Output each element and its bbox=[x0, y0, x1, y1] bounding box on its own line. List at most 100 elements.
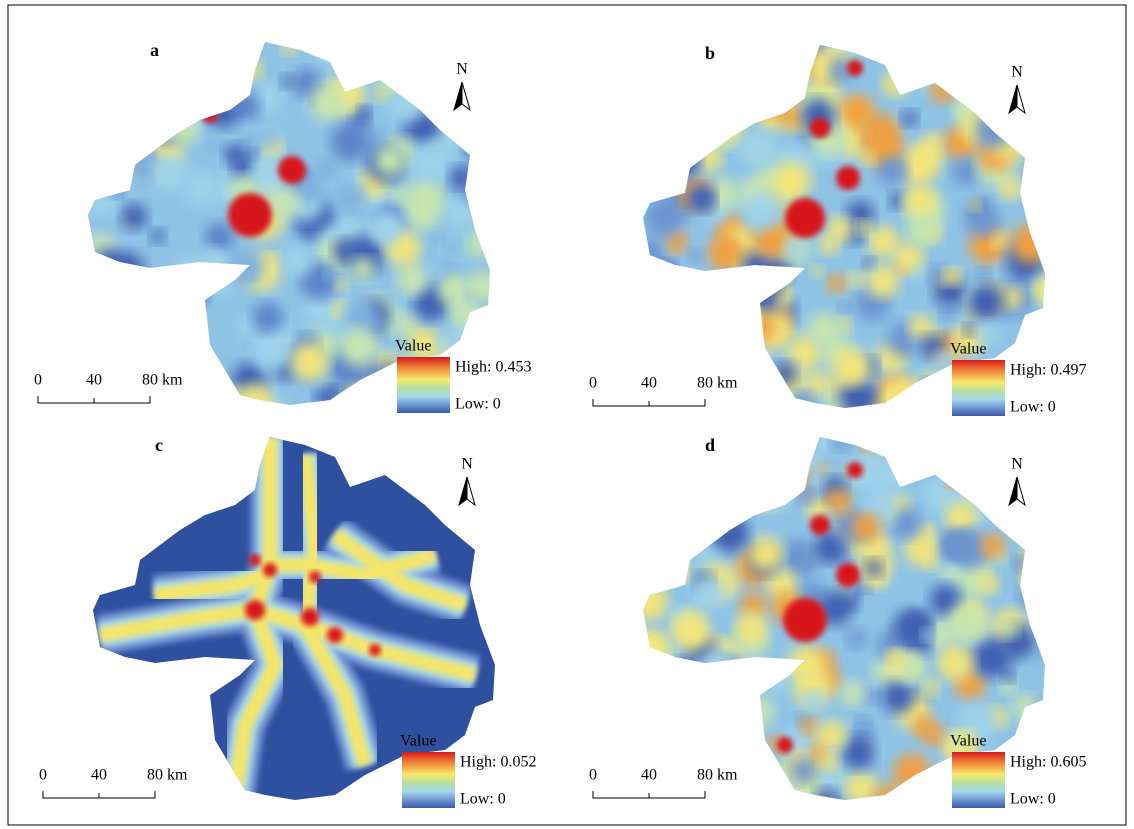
blob bbox=[411, 24, 449, 62]
blob bbox=[165, 341, 188, 364]
blob bbox=[1025, 170, 1037, 182]
blob bbox=[651, 180, 665, 194]
hotspot bbox=[836, 166, 860, 190]
blob bbox=[1023, 569, 1047, 593]
blob bbox=[904, 185, 936, 217]
blob bbox=[648, 693, 671, 716]
blob bbox=[670, 561, 690, 581]
hotspot bbox=[810, 515, 830, 535]
blob bbox=[80, 242, 92, 254]
blob bbox=[69, 74, 92, 97]
blob bbox=[748, 434, 781, 467]
scale-label: 0 bbox=[39, 767, 47, 784]
north-arrow bbox=[454, 82, 462, 110]
blob bbox=[731, 427, 759, 455]
blob bbox=[740, 131, 776, 167]
blob bbox=[951, 157, 980, 186]
hotspot bbox=[777, 737, 793, 753]
blob bbox=[183, 279, 208, 304]
legend-title: Value bbox=[400, 733, 436, 750]
blob bbox=[635, 297, 675, 337]
blob bbox=[206, 138, 220, 152]
blob bbox=[472, 54, 489, 71]
blob bbox=[469, 324, 500, 355]
blob bbox=[69, 302, 92, 325]
blob bbox=[816, 720, 846, 750]
blob bbox=[656, 437, 691, 472]
blob bbox=[689, 248, 703, 262]
blob bbox=[1038, 629, 1065, 656]
blob bbox=[358, 40, 389, 71]
blob bbox=[156, 282, 175, 301]
blob bbox=[692, 576, 724, 608]
blob bbox=[669, 563, 687, 581]
blob bbox=[659, 348, 679, 368]
legend-high: High: 0.052 bbox=[460, 754, 536, 771]
blob bbox=[968, 284, 1004, 320]
hotspot bbox=[249, 554, 261, 566]
blob bbox=[1035, 276, 1064, 305]
blob bbox=[972, 76, 1012, 116]
blob bbox=[644, 707, 665, 728]
north-arrow bbox=[1017, 477, 1025, 505]
blob bbox=[882, 681, 914, 713]
blob bbox=[662, 461, 688, 487]
blob bbox=[659, 712, 679, 732]
blob bbox=[1024, 560, 1055, 591]
blob bbox=[161, 391, 176, 406]
blob bbox=[746, 776, 766, 796]
blob bbox=[691, 678, 723, 710]
blob bbox=[282, 40, 297, 55]
blob bbox=[872, 784, 910, 822]
north-arrow bbox=[467, 477, 475, 505]
blob bbox=[651, 427, 675, 451]
blob bbox=[77, 110, 90, 123]
blob bbox=[119, 91, 138, 110]
blob bbox=[375, 86, 391, 102]
blob bbox=[893, 242, 923, 272]
blob bbox=[641, 718, 669, 746]
blob bbox=[88, 189, 116, 217]
blob bbox=[435, 335, 453, 353]
blob bbox=[351, 257, 375, 281]
blob bbox=[635, 238, 664, 267]
blob bbox=[628, 230, 641, 243]
legend-low: Low: 0 bbox=[455, 396, 501, 413]
scale-bar bbox=[38, 396, 150, 403]
blob bbox=[968, 198, 980, 210]
blob bbox=[705, 671, 717, 683]
blob bbox=[713, 659, 741, 687]
blob bbox=[794, 447, 819, 472]
blob bbox=[857, 220, 872, 235]
blob bbox=[157, 39, 173, 55]
legend-ramp bbox=[402, 752, 455, 808]
blob bbox=[631, 246, 656, 271]
blob bbox=[378, 370, 391, 383]
blob bbox=[426, 263, 441, 278]
blob bbox=[863, 688, 879, 704]
blob bbox=[96, 45, 111, 60]
hotspot bbox=[245, 600, 265, 620]
blob bbox=[974, 485, 988, 499]
blob bbox=[945, 502, 977, 534]
blob bbox=[762, 780, 783, 801]
blob bbox=[715, 127, 737, 149]
blob bbox=[741, 193, 779, 231]
blob bbox=[77, 269, 116, 308]
blob bbox=[238, 103, 250, 115]
blob bbox=[89, 114, 106, 131]
blob bbox=[731, 36, 766, 71]
north-label: N bbox=[1011, 64, 1023, 81]
blob bbox=[1032, 66, 1061, 95]
blob bbox=[706, 783, 736, 813]
blob bbox=[472, 42, 488, 58]
blob bbox=[802, 689, 824, 711]
blob bbox=[839, 301, 851, 313]
blob bbox=[625, 740, 648, 763]
blob bbox=[826, 489, 851, 514]
blob bbox=[444, 239, 460, 255]
blob bbox=[244, 60, 263, 79]
hotspot bbox=[785, 198, 825, 238]
blob bbox=[350, 36, 382, 68]
blob bbox=[358, 105, 370, 117]
